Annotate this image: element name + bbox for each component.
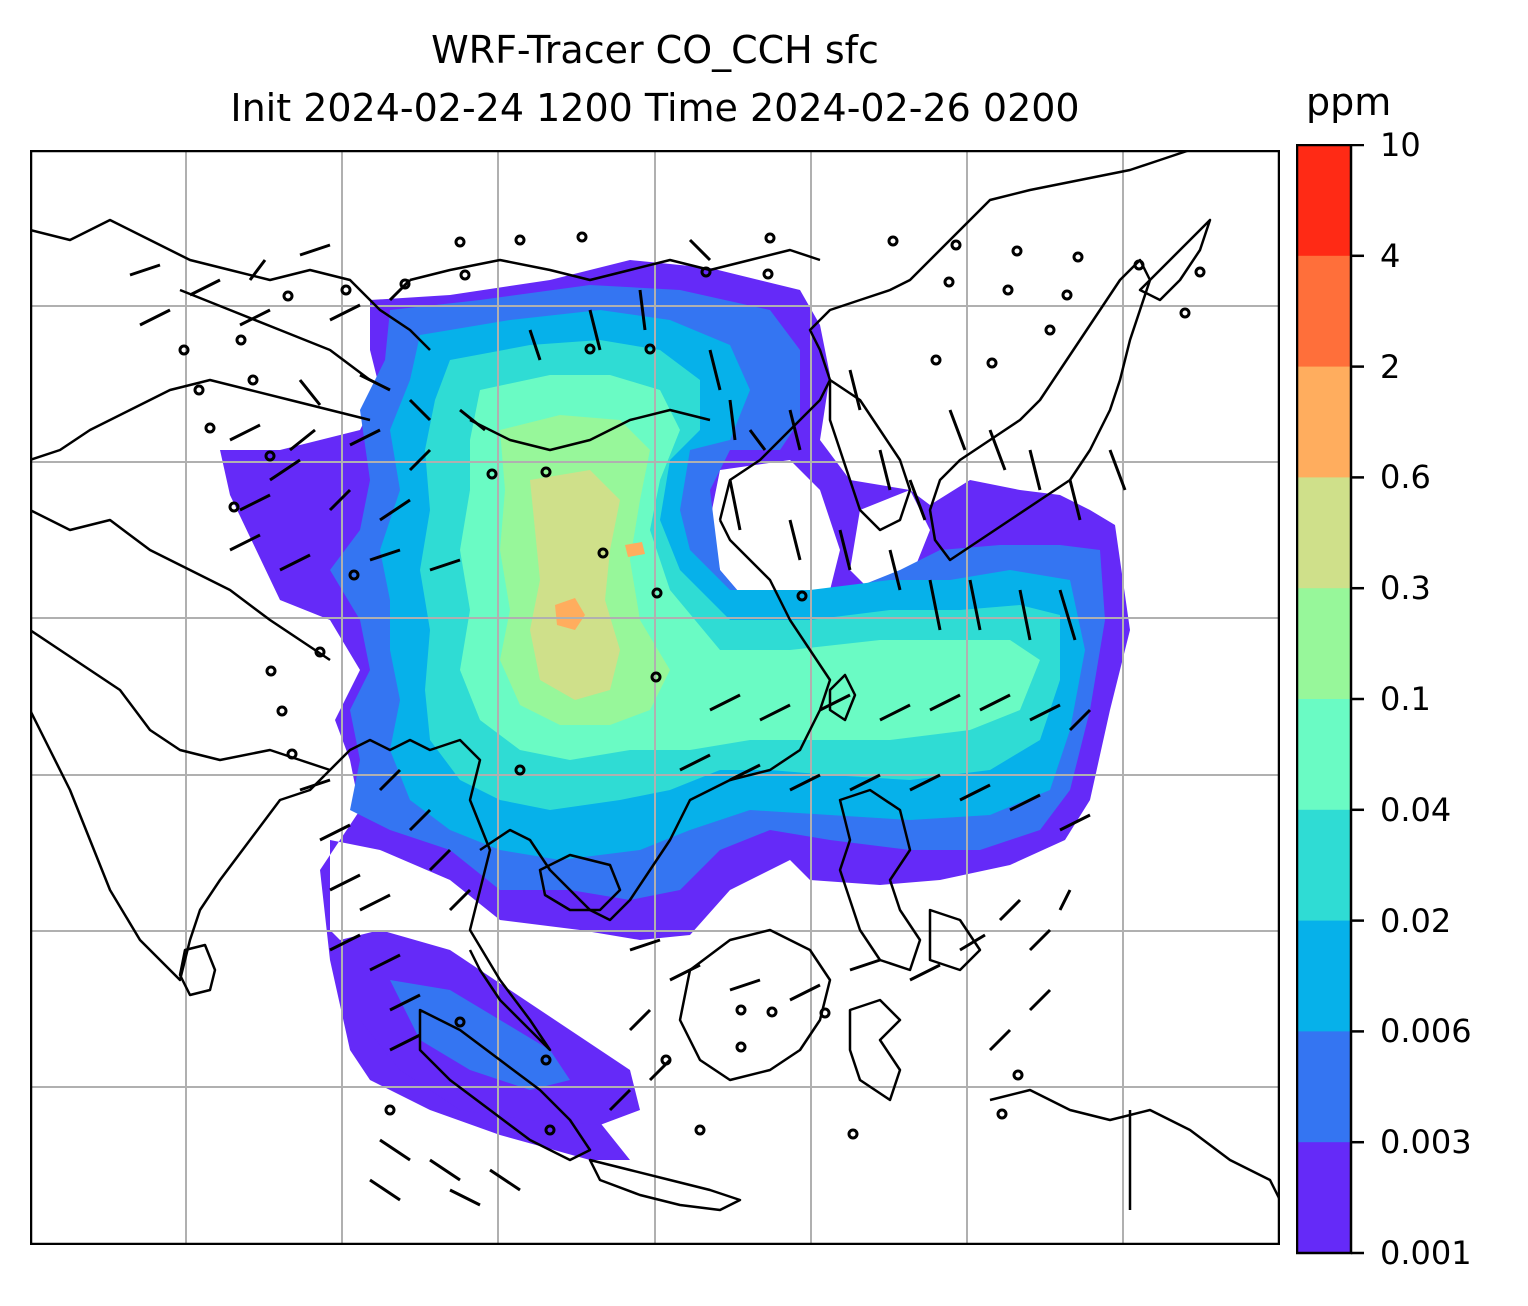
colorbar-units: ppm bbox=[1306, 80, 1392, 124]
colorbar-band bbox=[1297, 809, 1351, 922]
field-band-03 bbox=[530, 470, 620, 700]
colorbar-tick-label: 0.006 bbox=[1380, 1012, 1472, 1051]
colorbar-band bbox=[1297, 145, 1351, 257]
sulawesi bbox=[848, 998, 902, 1102]
map-frame bbox=[30, 150, 1280, 1245]
field-band-06 bbox=[555, 598, 585, 630]
sumatra bbox=[418, 1008, 592, 1162]
colorbar-tick-label: 0.02 bbox=[1380, 901, 1452, 940]
colorbar-tick-label: 0.04 bbox=[1380, 790, 1452, 829]
concentration-field bbox=[220, 260, 1130, 1160]
china-east-coast bbox=[718, 150, 1191, 521]
central-asia-borders bbox=[30, 218, 431, 662]
mongolia-border bbox=[409, 248, 821, 282]
colorbar bbox=[1296, 144, 1364, 1255]
colorbar-band bbox=[1297, 1031, 1351, 1143]
korea bbox=[828, 378, 912, 532]
colorbar-tick-label: 0.3 bbox=[1380, 569, 1431, 608]
wind-barbs bbox=[129, 238, 1127, 1207]
philippines bbox=[838, 788, 922, 972]
plot-title-line-1: WRF-Tracer CO_CCH sfc bbox=[431, 28, 879, 72]
india-coastline bbox=[30, 628, 332, 982]
colorbar-band bbox=[1297, 588, 1351, 700]
new-guinea bbox=[989, 1088, 1280, 1210]
map-panel bbox=[30, 150, 1280, 1245]
java bbox=[588, 1158, 742, 1212]
colorbar-tick-label: 0.001 bbox=[1380, 1234, 1472, 1272]
colorbar-band bbox=[1297, 477, 1351, 589]
colorbar-band bbox=[1297, 1142, 1351, 1254]
sri-lanka bbox=[178, 943, 217, 997]
colorbar-tick-label: 10 bbox=[1380, 126, 1421, 164]
calm-wind-markers bbox=[178, 231, 1206, 1140]
colorbar-band bbox=[1297, 366, 1351, 478]
colorbar-tick-label: 0.1 bbox=[1380, 680, 1431, 718]
colorbar-band bbox=[1297, 255, 1351, 368]
borneo bbox=[678, 928, 832, 1082]
colorbar-tick-label: 4 bbox=[1380, 236, 1401, 275]
colorbar-tick-label: 0.6 bbox=[1380, 458, 1431, 497]
se-asia-coastline bbox=[329, 519, 832, 1052]
colorbar-tick-label: 0.003 bbox=[1380, 1123, 1472, 1162]
plot-title-line-2: Init 2024-02-24 1200 Time 2024-02-26 020… bbox=[230, 86, 1080, 130]
colorbar-band bbox=[1297, 699, 1351, 811]
colorbar-tick-label: 2 bbox=[1380, 347, 1401, 386]
coastlines bbox=[30, 150, 1280, 1212]
colorbar-band bbox=[1297, 920, 1351, 1032]
japan bbox=[928, 258, 1152, 562]
